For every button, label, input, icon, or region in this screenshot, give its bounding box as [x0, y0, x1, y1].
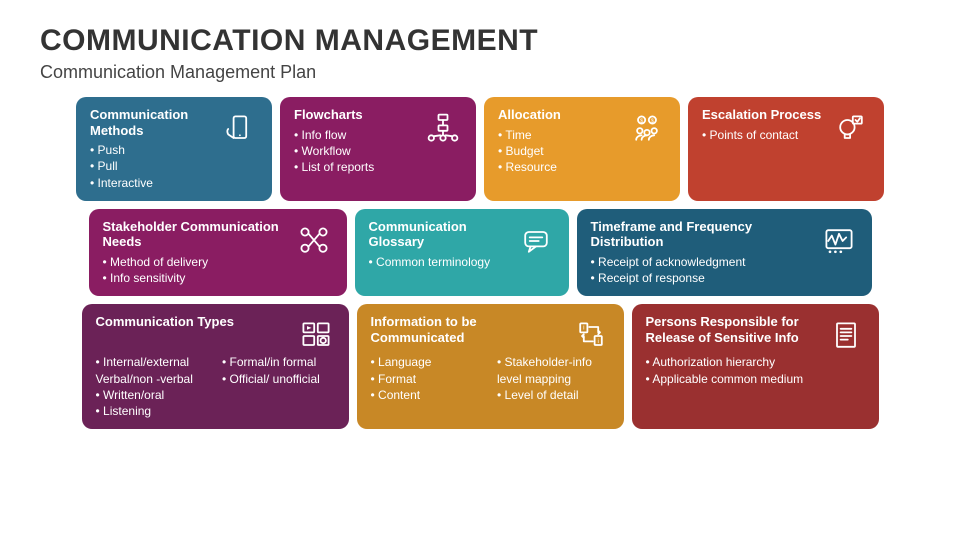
card-item: Authorization hierarchy [646, 354, 867, 370]
card-title: Flowcharts [294, 107, 422, 123]
card-item: Format [371, 371, 486, 387]
card: AllocationTimeBudgetResource$$ [484, 97, 680, 201]
card-item: Workflow [294, 143, 422, 159]
card-item: Pull [90, 158, 218, 174]
svg-text:i: i [597, 339, 598, 346]
speech-icon [515, 219, 557, 287]
card-item: Applicable common medium [646, 371, 867, 387]
card: Flowcharts Info flowWorkflowList of repor… [280, 97, 476, 201]
slide: COMMUNICATION MANAGEMENT Communication M… [0, 0, 960, 449]
svg-text:$: $ [651, 119, 654, 125]
svg-text:$: $ [640, 119, 643, 125]
card-item: Receipt of response [591, 270, 818, 286]
flowchart-icon [422, 107, 464, 191]
media-grid-icon [295, 314, 337, 354]
card-item: Resource [498, 159, 626, 175]
card-item: Method of delivery [103, 254, 293, 270]
card: Escalation Process Points of contact [688, 97, 884, 201]
card-item: Points of contact [702, 127, 830, 143]
svg-text:i: i [583, 325, 584, 332]
card: Communication Glossary Common terminology [355, 209, 569, 297]
info-flow-icon: ii [570, 314, 612, 354]
card-item: Written/oral [96, 387, 211, 403]
card-item: Common terminology [369, 254, 515, 270]
network-people-icon [293, 219, 335, 287]
page-subtitle: Communication Management Plan [40, 62, 920, 83]
phone-hand-icon [218, 107, 260, 191]
page-title: COMMUNICATION MANAGEMENT [40, 24, 920, 58]
card-item: Info sensitivity [103, 270, 293, 286]
card-item: Receipt of acknowledgment [591, 254, 818, 270]
card: Timeframe and Frequency Distribution Rece… [577, 209, 872, 297]
card: Information to be CommunicatediiLanguage… [357, 304, 624, 429]
card-title: Information to be Communicated [371, 314, 562, 345]
card-title: Stakeholder Communication Needs [103, 219, 293, 250]
card-item: Stakeholder-info level mapping [497, 354, 612, 386]
card-title: Persons Responsible for Release of Sensi… [646, 314, 817, 345]
card-title: Escalation Process [702, 107, 830, 123]
card-title: Timeframe and Frequency Distribution [591, 219, 818, 250]
card-title: Communication Types [96, 314, 287, 330]
card-item: Budget [498, 143, 626, 159]
card: Stakeholder Communication Needs Method of… [89, 209, 347, 297]
card-row: Communication Methods PushPullInteractive… [40, 97, 920, 201]
card: Communication Methods PushPullInteractive [76, 97, 272, 201]
card-item: Content [371, 387, 486, 403]
bulb-check-icon [830, 107, 872, 191]
card-item: Level of detail [497, 387, 612, 403]
card-item: Official/ unofficial [222, 371, 337, 387]
card-title: Communication Methods [90, 107, 218, 138]
card-grid: Communication Methods PushPullInteractive… [40, 97, 920, 429]
card: Persons Responsible for Release of Sensi… [632, 304, 879, 429]
oscilloscope-icon [818, 219, 860, 287]
card-item: Interactive [90, 175, 218, 191]
card-item: Internal/external Verbal/non -verbal [96, 354, 211, 386]
card-item: Time [498, 127, 626, 143]
card-item: Listening [96, 403, 211, 419]
card-title: Allocation [498, 107, 626, 123]
card: Communication Types Internal/external Ver… [82, 304, 349, 429]
card-item: Formal/in formal [222, 354, 337, 370]
people-money-icon: $$ [626, 107, 668, 191]
document-icon [825, 314, 867, 354]
card-row: Stakeholder Communication Needs Method of… [40, 209, 920, 297]
card-item: List of reports [294, 159, 422, 175]
card-title: Communication Glossary [369, 219, 515, 250]
card-item: Info flow [294, 127, 422, 143]
card-item: Push [90, 142, 218, 158]
card-item: Language [371, 354, 486, 370]
card-row: Communication Types Internal/external Ver… [40, 304, 920, 429]
